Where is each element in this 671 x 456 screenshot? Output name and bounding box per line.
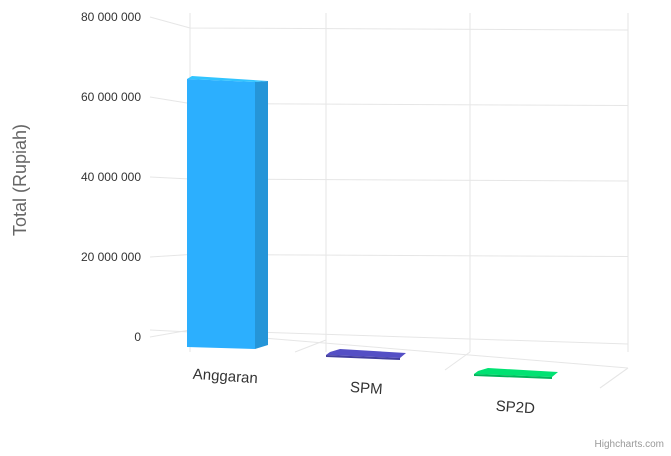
bar-anggaran[interactable] <box>187 76 268 349</box>
bar-sp2d[interactable] <box>474 368 558 379</box>
credits-text: Highcharts.com <box>595 439 664 450</box>
floor-line <box>294 339 327 353</box>
bar-slab-edge <box>474 374 552 379</box>
x-axis-categories: Anggaran SPM SP2D <box>192 366 535 418</box>
y-tick-label: 80 000 000 <box>81 10 141 24</box>
bar-side <box>255 81 268 349</box>
floor-line <box>599 367 629 389</box>
y-axis-title: Total (Rupiah) <box>10 124 30 236</box>
y-tick-label: 0 <box>134 330 141 344</box>
bar-top <box>187 76 268 82</box>
category-label: SP2D <box>495 398 535 418</box>
floor-line <box>149 329 191 333</box>
gridline <box>149 16 629 31</box>
credits-link[interactable]: Highcharts.com <box>595 439 664 450</box>
category-label: Anggaran <box>192 366 258 387</box>
bars <box>187 76 558 379</box>
bar-spm[interactable] <box>326 349 406 360</box>
floor-line <box>444 351 471 371</box>
y-axis-ticks: 0 20 000 000 40 000 000 60 000 000 80 000 00… <box>81 10 141 344</box>
bar-front <box>187 79 255 349</box>
bar-slab <box>474 368 558 377</box>
y-tick-label: 20 000 000 <box>81 250 141 264</box>
bar-slab-edge <box>326 355 400 360</box>
bar-slab <box>326 349 406 358</box>
category-label: SPM <box>350 379 384 398</box>
y-tick-label: 60 000 000 <box>81 90 141 104</box>
y-tick-label: 40 000 000 <box>81 170 141 184</box>
